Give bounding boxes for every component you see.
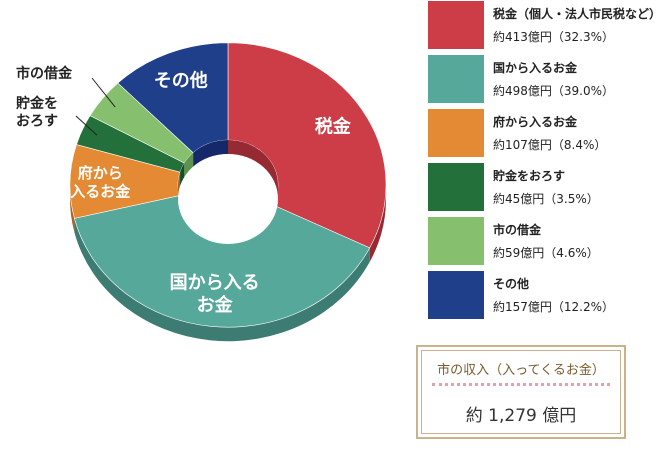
summary-divider bbox=[432, 383, 610, 386]
legend-swatch bbox=[428, 217, 484, 265]
summary-box: 市の収入（入ってくるお金） 約 1,279 億円 bbox=[416, 345, 626, 439]
slice-label-other: その他 bbox=[154, 70, 208, 92]
outside-label-city-debt-line: 市の借金 bbox=[16, 65, 73, 82]
legend-item-national: 国から入るお金 約498億円（39.0%） bbox=[428, 54, 663, 104]
legend-swatch bbox=[428, 271, 484, 319]
slice-label-national-line: お金 bbox=[197, 294, 234, 316]
legend-item-savings: 貯金をおろす 約45億円（3.5%） bbox=[428, 162, 663, 212]
slice-inner-wall-tax bbox=[228, 140, 278, 199]
summary-total: 約 1,279 億円 bbox=[465, 406, 577, 426]
legend-item-city-debt: 市の借金 約59億円（4.6%） bbox=[428, 216, 663, 266]
slice-inner-wall-savings bbox=[180, 163, 185, 187]
summary-title: 市の収入（入ってくるお金） bbox=[437, 363, 605, 378]
slice-label-prefecture-line: 府から bbox=[78, 164, 123, 182]
slice-label-national-line: 国から入る bbox=[170, 273, 260, 294]
slice-label-prefecture: 府から入るお金 bbox=[70, 164, 131, 201]
slice-side-national bbox=[74, 218, 370, 342]
legend-name: その他 bbox=[493, 277, 530, 291]
slice-label-prefecture-line: 入るお金 bbox=[70, 183, 131, 201]
slice-label-national: 国から入るお金 bbox=[170, 273, 260, 317]
slice-label-tax-line: 税金 bbox=[315, 116, 352, 138]
legend-item-prefecture: 府から入るお金 約107億円（8.4%） bbox=[428, 108, 663, 158]
legend-value: 約413億円（32.3%） bbox=[493, 30, 615, 44]
legend-value: 約157億円（12.2%） bbox=[493, 300, 615, 314]
legend-swatch bbox=[428, 163, 484, 211]
summary-inner-frame bbox=[421, 350, 621, 434]
legend-swatch bbox=[428, 109, 484, 157]
legend-name: 貯金をおろす bbox=[493, 169, 566, 183]
legend-value: 約107億円（8.4%） bbox=[493, 138, 607, 152]
leader-line-savings bbox=[75, 115, 98, 136]
outside-label-savings-line: おろす bbox=[16, 114, 58, 130]
legend-swatch bbox=[428, 55, 484, 103]
slice-inner-wall-city-debt bbox=[184, 152, 194, 178]
outside-label-savings: 貯金をおろす bbox=[16, 95, 58, 130]
legend-name: 市の借金 bbox=[493, 223, 542, 237]
leader-line-city-debt bbox=[91, 77, 116, 108]
slice-label-other-line: その他 bbox=[154, 70, 208, 92]
slice-label-tax: 税金 bbox=[315, 116, 352, 138]
legend-name: 税金（個人・法人市民税など） bbox=[493, 7, 662, 21]
outside-label-savings-line: 貯金を bbox=[16, 95, 58, 112]
legend-name: 国から入るお金 bbox=[493, 61, 578, 75]
legend-value: 約498億円（39.0%） bbox=[493, 84, 615, 98]
legend-value: 約45億円（3.5%） bbox=[493, 192, 599, 206]
donut-hole bbox=[178, 140, 278, 244]
slice-inner-wall-prefecture bbox=[178, 172, 181, 199]
slice-inner-wall-other bbox=[193, 140, 228, 167]
donut-hole-center bbox=[178, 154, 278, 244]
outside-label-city-debt: 市の借金 bbox=[16, 65, 73, 82]
legend-item-other: その他 約157億円（12.2%） bbox=[428, 270, 663, 320]
leader-lines bbox=[75, 77, 116, 136]
slice-side-tax bbox=[369, 185, 386, 262]
legend-value: 約59億円（4.6%） bbox=[493, 246, 599, 260]
donut-top-layer bbox=[69, 42, 387, 328]
legend-swatch bbox=[428, 1, 484, 49]
legend-item-tax: 税金（個人・法人市民税など） 約413億円（32.3%） bbox=[428, 0, 663, 50]
legend-name: 府から入るお金 bbox=[493, 115, 578, 129]
